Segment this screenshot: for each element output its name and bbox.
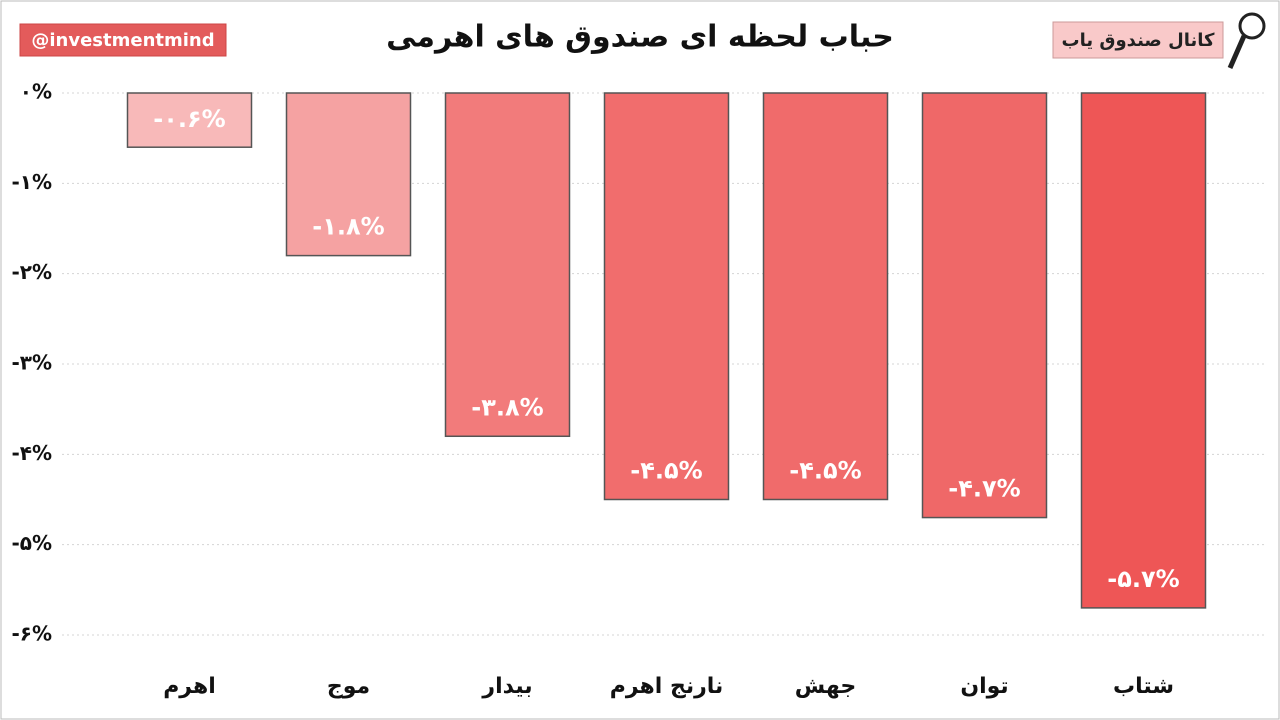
chart-title: حباب لحظه ای صندوق های اهرمی (386, 20, 894, 55)
channel: کانال صندوق یاب (1062, 30, 1215, 51)
bar (126, 92, 253, 148)
bar (285, 92, 412, 257)
x-tick-label: موج (327, 674, 370, 699)
channel-badge (1052, 21, 1224, 59)
y-tick-label: -۲% (11, 260, 52, 284)
bar (921, 92, 1048, 519)
bar (444, 92, 571, 438)
y-tick-label: -۴% (11, 441, 52, 465)
y-tick-label: ۰% (20, 80, 52, 104)
x-tick-label: جهش (795, 674, 856, 699)
value-label: -۵.۷% (1107, 565, 1179, 593)
y-tick-label: -۳% (11, 351, 52, 375)
bar (762, 92, 889, 501)
x-tick-label: شتاب (1113, 674, 1174, 699)
x-tick-label: بیدار (481, 674, 532, 699)
x-tick-label: توان (960, 674, 1008, 699)
value-label: -۴.۵% (630, 457, 702, 485)
value-label: -۳.۸% (471, 393, 543, 421)
bar (603, 92, 730, 501)
y-tick-label: -۶% (11, 622, 52, 646)
y-tick-label: -۱% (11, 170, 52, 194)
magnifier-icon (1227, 12, 1266, 70)
y-tick-label: -۵% (11, 531, 52, 555)
x-tick-label: نارنج اهرم (610, 674, 724, 699)
value-label: -۱.۸% (312, 213, 384, 241)
value-label: -۴.۷% (948, 475, 1020, 503)
handle-badge (19, 23, 227, 57)
value-label: -۰.۶% (153, 105, 225, 133)
x-tick-label: اهرم (163, 674, 216, 699)
value-label: -۴.۵% (789, 457, 861, 485)
bar (1080, 92, 1207, 609)
handle: @investmentmind (31, 30, 214, 51)
